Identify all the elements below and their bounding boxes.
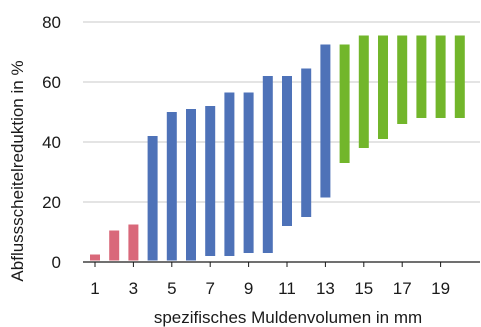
x-tick-label-5: 5 [167, 279, 176, 298]
bar-6 [186, 109, 196, 261]
x-tick-label-19: 19 [431, 279, 450, 298]
y-tick-label-80: 80 [42, 13, 61, 32]
x-tick-label-7: 7 [205, 279, 214, 298]
bar-18 [416, 35, 427, 118]
bar-11 [282, 76, 292, 226]
bar-19 [435, 35, 446, 118]
y-tick-labels: 0 20 40 60 80 [42, 13, 61, 272]
bar-8 [224, 92, 235, 256]
y-tick-label-0: 0 [52, 253, 61, 272]
x-tick-label-11: 11 [278, 279, 296, 298]
bar-10 [262, 76, 273, 253]
bar-20 [454, 35, 465, 118]
x-tick-label-9: 9 [244, 279, 253, 298]
x-axis-label: spezifisches Muldenvolumen in mm [154, 308, 422, 327]
x-tick-label-13: 13 [316, 279, 335, 298]
x-tick-label-15: 15 [354, 279, 373, 298]
bar-5 [166, 112, 177, 261]
y-tick-label-20: 20 [42, 193, 61, 212]
y-tick-label-40: 40 [42, 133, 61, 152]
bar-9 [243, 92, 254, 253]
bar-17 [397, 35, 408, 124]
y-axis-label: Abflussscheitelreduktion in % [8, 60, 27, 281]
bar-16 [378, 35, 388, 139]
axes-group [83, 261, 480, 267]
bar-4 [147, 136, 158, 261]
bar-1 [90, 254, 100, 261]
x-tick-label-17: 17 [393, 279, 412, 298]
bar-7 [205, 106, 216, 256]
x-tick-label-1: 1 [90, 279, 99, 298]
x-tick-label-3: 3 [129, 279, 138, 298]
bar-12 [301, 68, 312, 217]
bar-2 [109, 230, 120, 261]
y-tick-label-60: 60 [42, 73, 61, 92]
bar-15 [358, 35, 369, 148]
x-tick-labels: 1 3 5 7 9 11 13 15 17 19 [90, 279, 450, 298]
bar-3 [128, 224, 139, 261]
bars-group [90, 35, 465, 261]
bar-14 [339, 44, 350, 163]
bar-13 [320, 44, 331, 198]
